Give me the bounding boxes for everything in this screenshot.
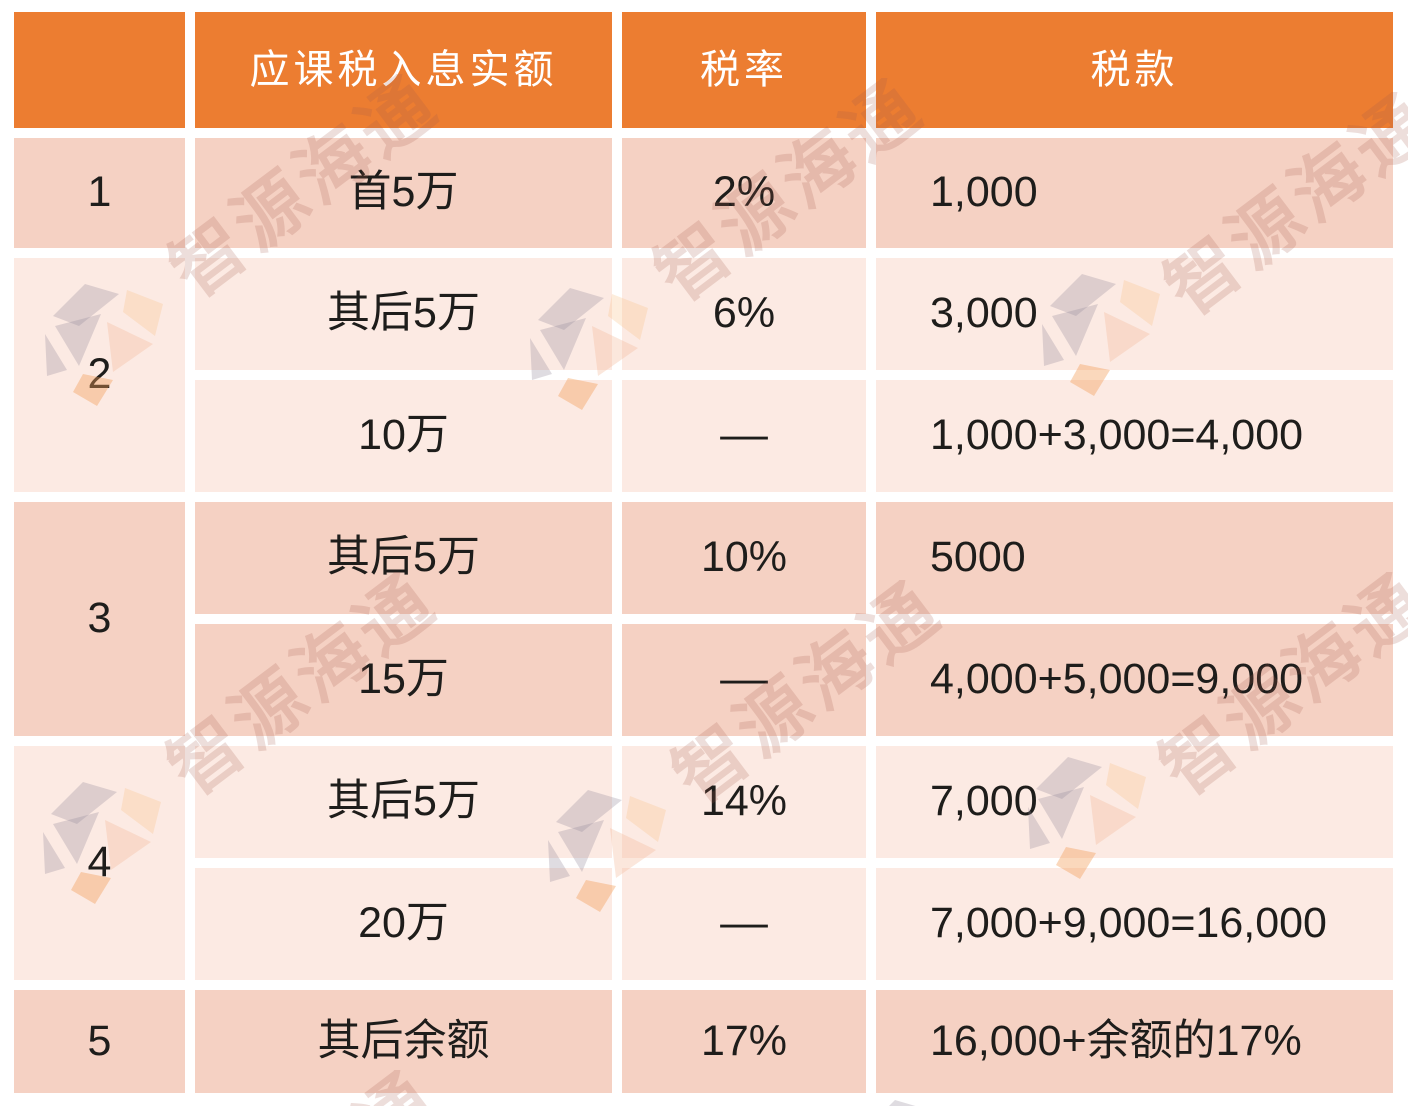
tax-cell: 5000 bbox=[876, 502, 1393, 614]
income-cell: 其后5万 bbox=[195, 502, 612, 614]
tax-cell: 7,000+9,000=16,000 bbox=[876, 868, 1393, 980]
tax-cell: 1,000 bbox=[876, 138, 1393, 248]
income-cell: 其后5万 bbox=[195, 258, 612, 370]
table-row: 20万 –– 7,000+9,000=16,000 bbox=[14, 868, 1393, 980]
income-cell: 20万 bbox=[195, 868, 612, 980]
index-cell: 2 bbox=[14, 258, 185, 492]
rate-cell: 14% bbox=[622, 746, 866, 858]
tax-cell: 1,000+3,000=4,000 bbox=[876, 380, 1393, 492]
header-index bbox=[14, 12, 185, 128]
tax-cell: 16,000+余额的17% bbox=[876, 990, 1393, 1093]
tax-cell: 7,000 bbox=[876, 746, 1393, 858]
table-row: 2 其后5万 6% 3,000 bbox=[14, 258, 1393, 492]
rate-cell: –– bbox=[622, 868, 866, 980]
header-tax: 税款 bbox=[876, 12, 1393, 128]
table-row: 3 其后5万 10% 5000 bbox=[14, 502, 1393, 736]
rate-cell: 2% bbox=[622, 138, 866, 248]
index-cell: 3 bbox=[14, 502, 185, 736]
table-row: 1 首5万 2% 1,000 bbox=[14, 138, 1393, 248]
rate-cell: 6% bbox=[622, 258, 866, 370]
tax-cell: 4,000+5,000=9,000 bbox=[876, 624, 1393, 736]
header-rate: 税率 bbox=[622, 12, 866, 128]
income-cell: 首5万 bbox=[195, 138, 612, 248]
income-cell: 15万 bbox=[195, 624, 612, 736]
rate-cell: 17% bbox=[622, 990, 866, 1093]
income-cell: 其后5万 bbox=[195, 746, 612, 858]
table-row: 5 其后余额 17% 16,000+余额的17% bbox=[14, 990, 1393, 1093]
income-cell: 10万 bbox=[195, 380, 612, 492]
header-income: 应课税入息实额 bbox=[195, 12, 612, 128]
rate-cell: 10% bbox=[622, 502, 866, 614]
index-cell: 1 bbox=[14, 138, 185, 248]
income-cell: 其后余额 bbox=[195, 990, 612, 1093]
index-cell: 5 bbox=[14, 990, 185, 1093]
index-cell: 4 bbox=[14, 746, 185, 980]
tax-cell: 3,000 bbox=[876, 258, 1393, 370]
rate-cell: –– bbox=[622, 380, 866, 492]
tax-table: 应课税入息实额 税率 税款 1 首5万 2% 1,000 2 其后5万 6% 3… bbox=[4, 2, 1403, 1103]
table-row: 4 其后5万 14% 7,000 bbox=[14, 746, 1393, 980]
rate-cell: –– bbox=[622, 624, 866, 736]
table-row: 15万 –– 4,000+5,000=9,000 bbox=[14, 624, 1393, 736]
header-row: 应课税入息实额 税率 税款 bbox=[14, 12, 1393, 128]
table-row: 10万 –– 1,000+3,000=4,000 bbox=[14, 380, 1393, 492]
